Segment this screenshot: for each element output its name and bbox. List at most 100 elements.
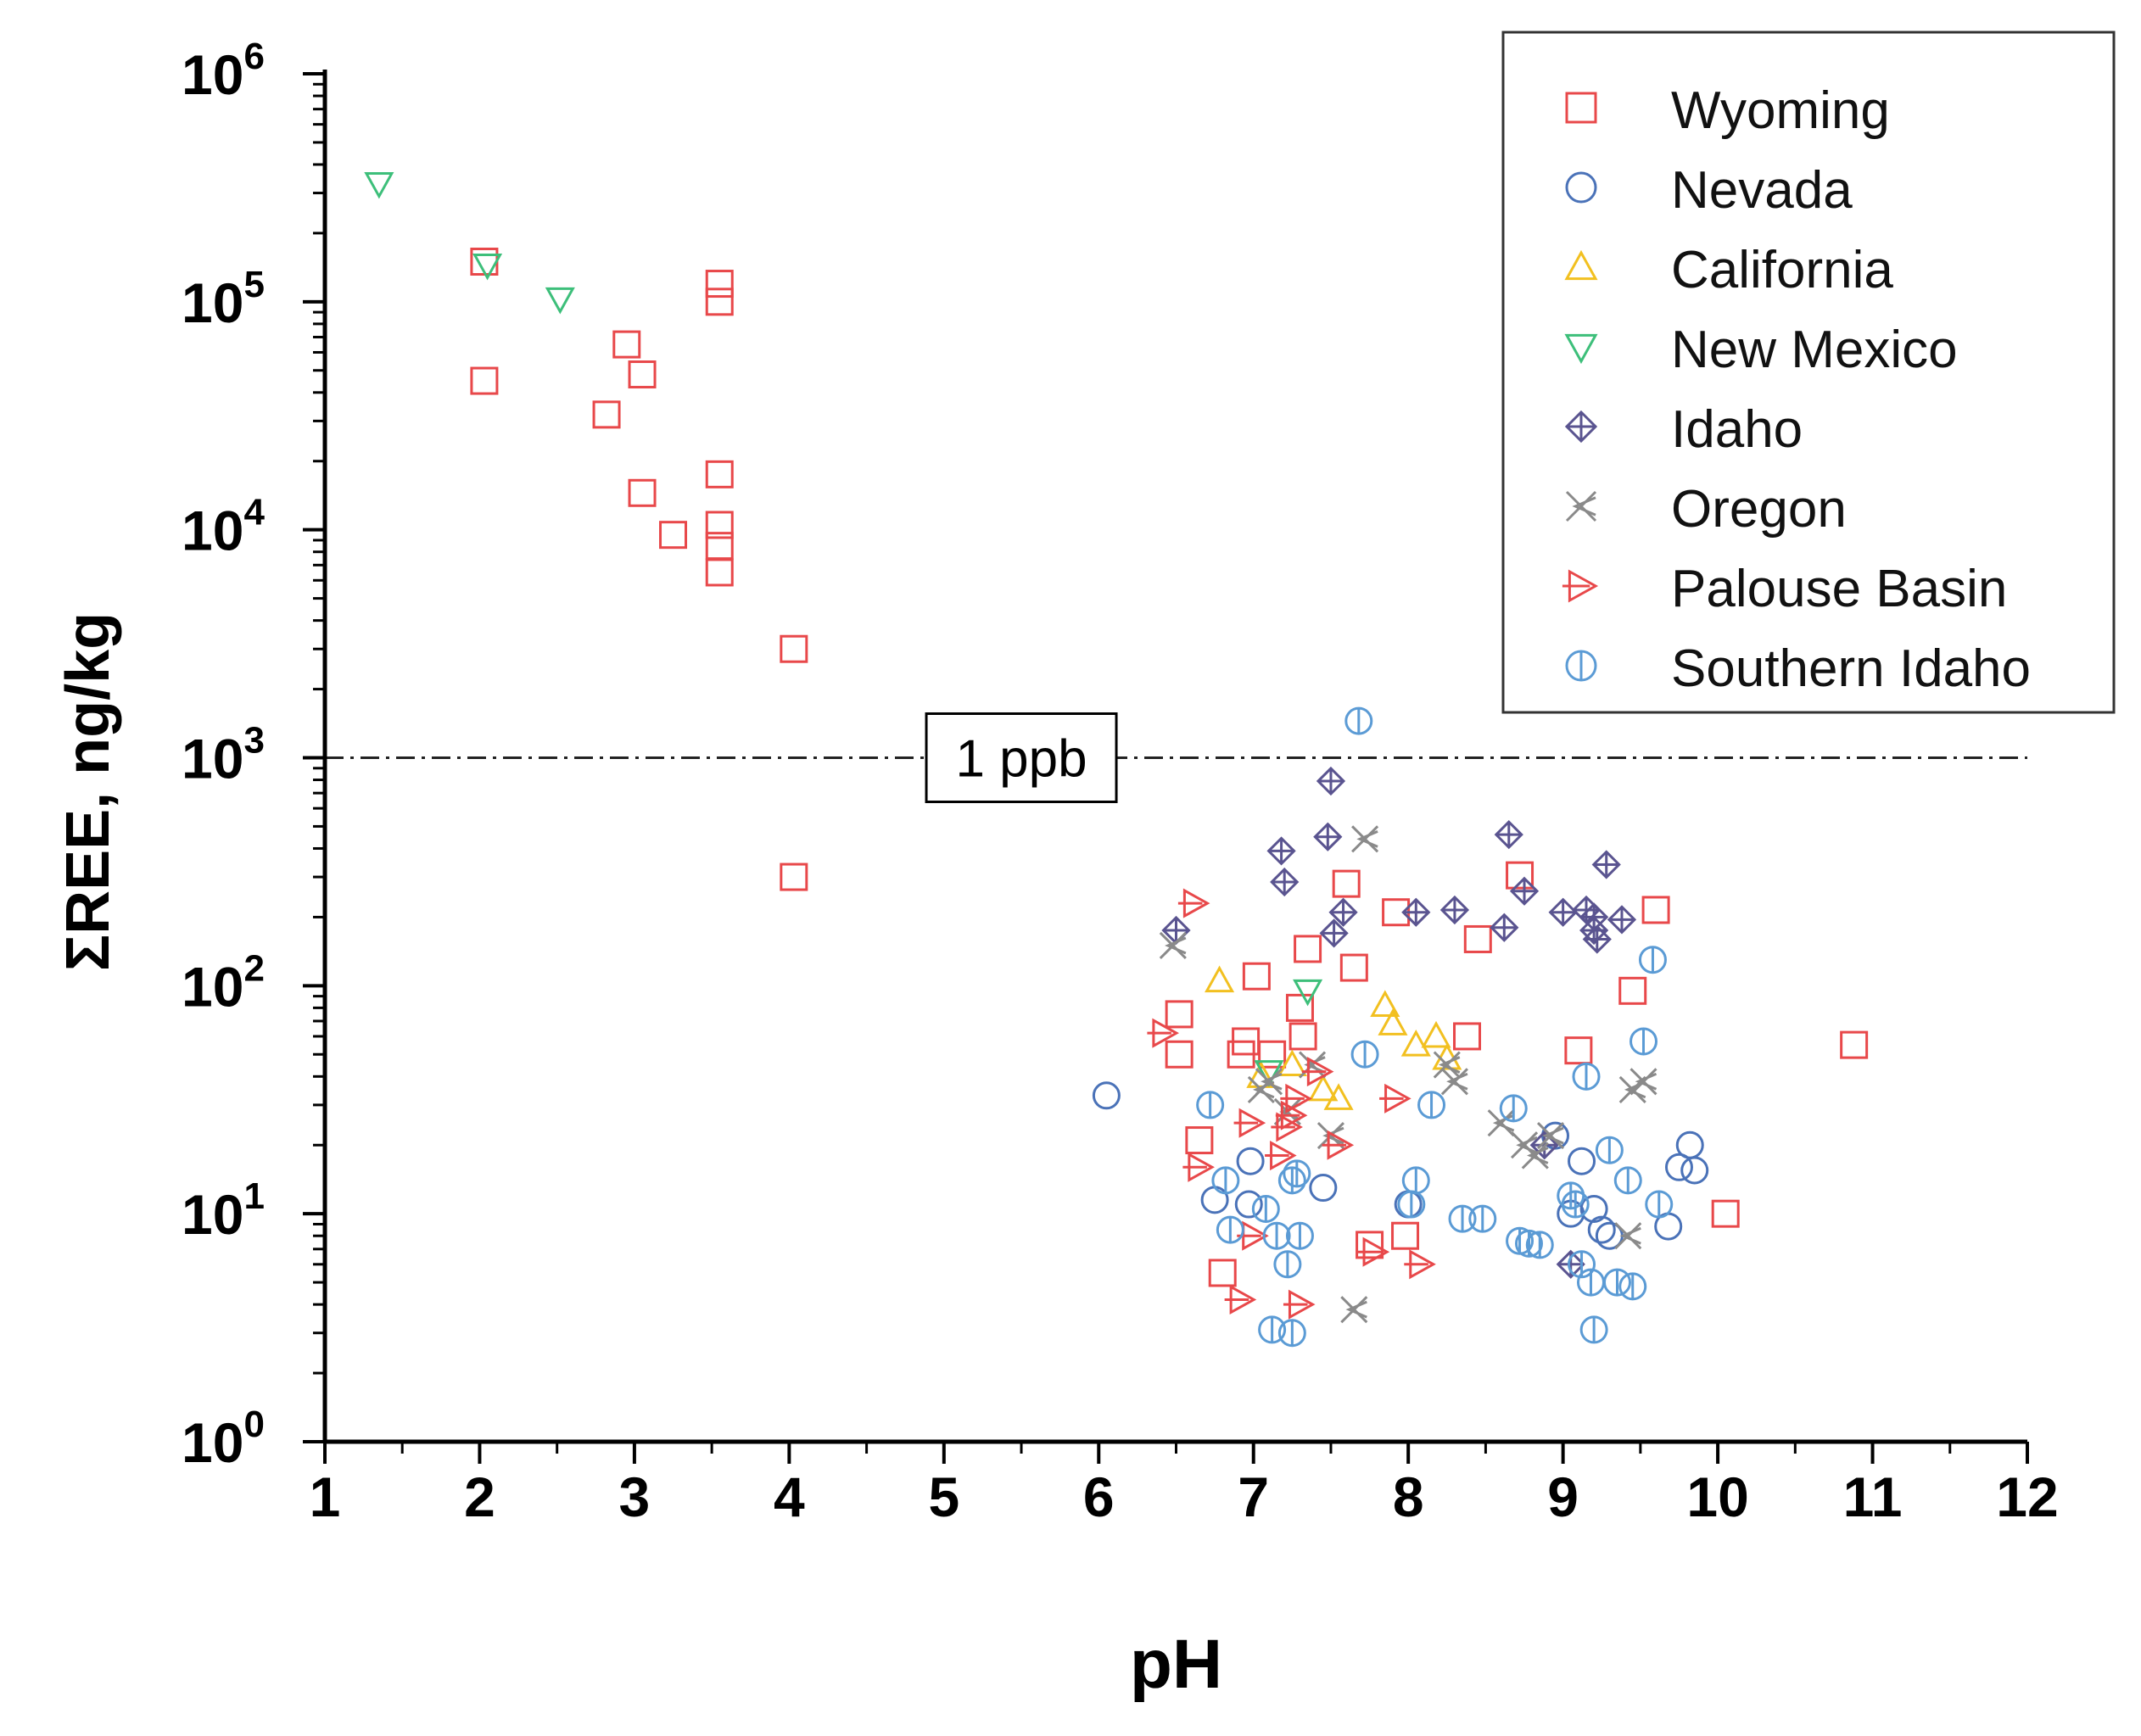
data-point [1614,1222,1642,1250]
data-point [1233,1108,1266,1138]
data-point [1309,1174,1338,1203]
data-point [1711,1199,1740,1228]
data-point [1487,1109,1515,1137]
data-point [1275,1100,1308,1130]
threshold-annotation: 1 ppb [925,712,1118,803]
data-point [1490,913,1519,942]
data-point [628,360,657,389]
annotation-label: 1 ppb [955,730,1087,789]
data-point [1308,1074,1339,1102]
data-point [1251,1194,1280,1223]
data-point [1316,766,1346,796]
data-point [1289,1022,1317,1051]
data-point [1499,1094,1528,1123]
data-point [1350,1040,1379,1069]
data-point [1262,1221,1291,1250]
series-southern-idaho [1196,706,1674,1348]
x-axis-label: pH [1130,1626,1222,1703]
data-point [1378,1008,1408,1035]
x-tick-label: 7 [1238,1465,1269,1528]
data-point [1556,1249,1585,1279]
y-tick-label: 106 [182,36,265,106]
data-point [470,366,499,395]
data-point [1185,1126,1214,1155]
data-point [1439,895,1470,925]
data-point [1285,1221,1314,1250]
legend-item: Oregon [1565,480,1847,539]
data-point [1613,1166,1642,1195]
data-point [705,558,734,587]
legend-box [1501,31,2116,714]
data-point [1618,1272,1647,1301]
x-tick-label: 5 [928,1465,959,1528]
data-point [1266,836,1296,866]
data-point [1397,1190,1426,1219]
x-tick-label: 2 [464,1465,495,1528]
data-point [1521,1142,1549,1169]
legend-label: Wyoming [1671,81,1890,140]
data-point [780,862,808,891]
data-point [1211,1166,1240,1195]
data-point [1147,1018,1179,1048]
data-point [1205,965,1235,993]
data-point [1630,1027,1658,1056]
data-point [1576,1268,1605,1297]
data-point [1092,1081,1121,1110]
series-new-mexico [364,171,1323,1087]
data-point [1579,1315,1608,1344]
data-point [1638,946,1667,974]
legend-label: Oregon [1671,480,1847,539]
data-point [1208,1259,1237,1287]
data-point [1177,888,1210,918]
data-point [1453,1022,1482,1051]
data-point [1607,905,1637,935]
series-oregon [1159,825,1657,1324]
data-point [1234,1190,1263,1219]
data-point [1344,706,1373,735]
data-point [1283,1289,1316,1320]
data-point [1165,1000,1193,1029]
legend: Wyoming Nevada California New Mexico Idaho Or… [1501,31,2116,714]
data-point [1277,1319,1306,1348]
data-point [1680,1156,1709,1185]
legend-label: Idaho [1671,400,1803,459]
data-point [1216,1215,1244,1244]
data-point [1328,897,1358,927]
data-point [1433,1051,1461,1079]
data-point [1323,1083,1354,1110]
data-point [1561,1190,1590,1219]
data-point [1224,1284,1257,1315]
data-point [1463,924,1492,953]
data-point [780,634,808,663]
data-point [1579,915,1609,946]
legend-item: Wyoming [1565,81,1890,140]
y-axis-label: ΣREE, ng/kg [54,612,122,971]
x-tick-label: 9 [1547,1465,1579,1528]
data-point [592,400,621,429]
data-point [1301,1057,1334,1087]
series-palouse-basin [1147,888,1436,1320]
data-point [1265,1140,1297,1171]
x-tick-label: 3 [619,1465,651,1528]
data-point [1357,1236,1390,1267]
data-point [1506,861,1534,890]
data-point [1294,935,1322,963]
data-point [1165,1040,1193,1069]
data-point [1494,820,1523,850]
legend-label: Palouse Basin [1671,560,2007,618]
data-point [1548,897,1578,927]
data-point [1313,822,1343,851]
x-tick-label: 12 [1996,1465,2058,1528]
data-point [1664,1153,1693,1181]
data-point [1196,1091,1225,1119]
data-point [1283,1159,1311,1188]
data-point [1579,1194,1608,1223]
x-tick-label: 11 [1843,1465,1903,1528]
x-tick-label: 10 [1686,1465,1748,1528]
legend-item: Southern Idaho [1565,639,2031,698]
y-tick-label: 104 [182,492,265,562]
data-point [705,270,734,299]
data-point [1525,1231,1554,1259]
data-point [1285,993,1314,1022]
data-point [1273,1250,1302,1279]
